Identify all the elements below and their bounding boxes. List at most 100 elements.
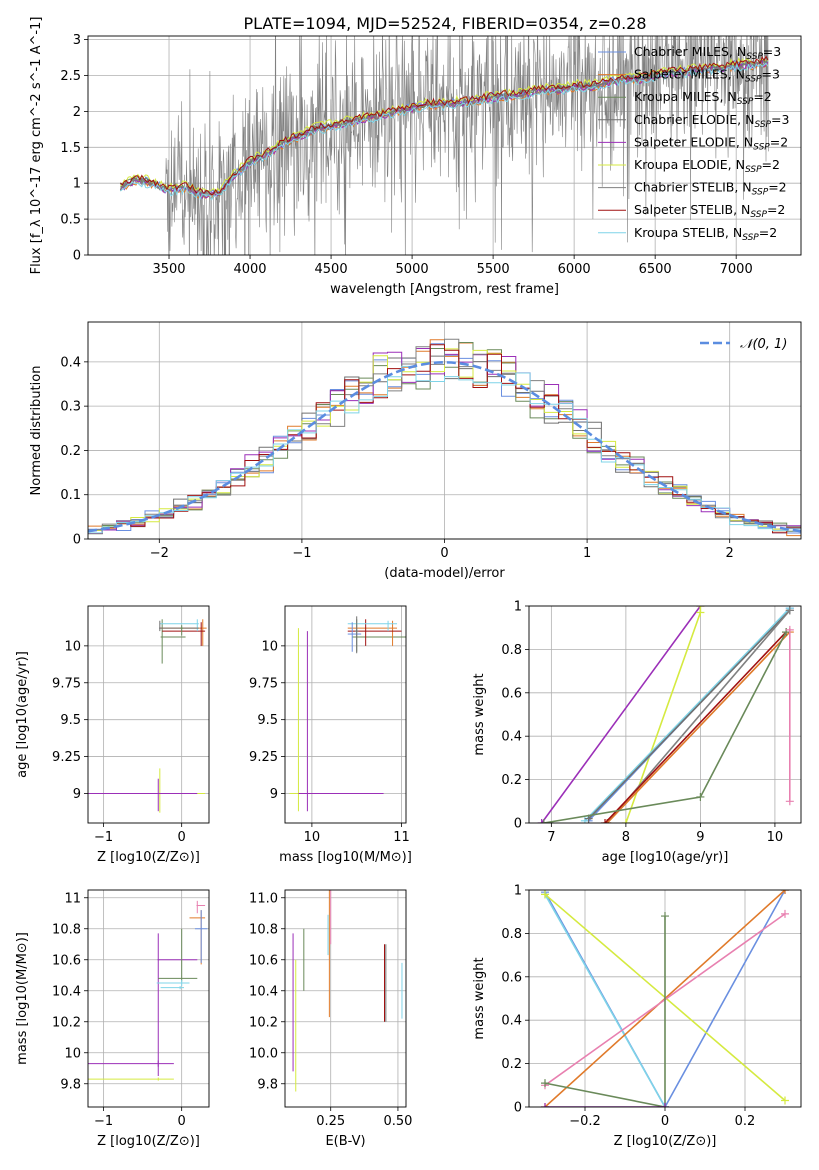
x-tick-label: 7000 <box>720 262 753 277</box>
axes-frame <box>284 605 407 824</box>
y-tick-label: 9.25 <box>52 750 81 765</box>
data-point-marker <box>537 819 546 823</box>
legend-subscript: SSP <box>750 210 767 220</box>
y-tick-label: 0.3 <box>60 400 81 415</box>
legend-subscript: SSP <box>753 142 770 152</box>
residual-histogram-panel: −2 −1 0 1 2 0 0.1 0.2 0.3 0.4 (data-model)/error No… <box>29 321 802 581</box>
y-tick-label: 1.5 <box>60 141 81 156</box>
y-tick-label: 10.2 <box>249 1015 278 1030</box>
model-spectrum-salpeter_stelib <box>120 55 769 196</box>
histogram-legend: 𝒩(0, 1) <box>700 337 787 352</box>
data-point-marker <box>661 1103 669 1107</box>
axes-frame <box>528 605 802 824</box>
legend-entry: Kroupa STELIB, NSSP=2 <box>634 225 777 243</box>
y-tick-label: 9.25 <box>249 750 278 765</box>
legend-tail: =2 <box>762 157 780 172</box>
legend-text: Kroupa STELIB, N <box>634 225 742 240</box>
x-tick-label: −2 <box>150 546 169 561</box>
chart-title: PLATE=1094, MJD=52524, FIBERID=0354, z=0… <box>243 14 646 33</box>
x-tick-label: 5500 <box>477 262 510 277</box>
y-tick-label: 0.2 <box>501 1057 522 1072</box>
legend-tail: =3 <box>763 44 781 59</box>
x-tick-label: 7 <box>547 830 555 845</box>
y-tick-label: 0.8 <box>501 927 522 942</box>
y-tick-label: 0.1 <box>60 488 81 503</box>
series-line-5 <box>544 916 666 1107</box>
legend-entry: Salpeter STELIB, NSSP=2 <box>634 202 785 220</box>
plot-area <box>119 36 769 255</box>
data-point-marker <box>696 606 705 610</box>
axes-frame <box>87 321 802 540</box>
x-tick-label: 2 <box>726 546 734 561</box>
y-tick-label: 9 <box>270 787 278 802</box>
data-point-marker <box>541 1079 549 1088</box>
x-axis-label: wavelength [Angstrom, rest frame] <box>330 282 559 297</box>
x-tick-label: 8 <box>622 830 630 845</box>
x-tick-label: 3500 <box>152 262 185 277</box>
axes-frame <box>87 605 210 824</box>
x-tick-label: 0.2 <box>735 1114 756 1129</box>
y-axis-label: Flux [f_λ 10^-17 erg cm^-2 s^-1 A^-1] <box>29 17 44 275</box>
x-tick-label: 1 <box>583 546 591 561</box>
legend-subscript: SSP <box>742 233 759 243</box>
x-axis-label: Z [log10(Z/Z⊙)] <box>614 1134 717 1149</box>
x-tick-label: −0.2 <box>569 1114 601 1129</box>
y-tick-label: 10.0 <box>249 1046 278 1061</box>
axes-frame <box>284 889 407 1108</box>
y-tick-label: 0 <box>514 1101 522 1116</box>
mass-vs-ebv-panel: 0.25 0.50 9.8 10.0 10.2 10.4 10.6 10.8 11.0 E(B-V… <box>249 889 412 1149</box>
legend-subscript: SSP <box>745 165 762 175</box>
x-axis-label: mass [log10(M/M⊙)] <box>279 850 412 865</box>
y-tick-label: 9.8 <box>257 1077 278 1092</box>
y-tick-label: 0.6 <box>501 686 522 701</box>
x-tick-label: −1 <box>94 830 113 845</box>
legend-text: Chabrier STELIB, N <box>634 180 752 195</box>
legend-subscript: SSP <box>754 120 771 130</box>
y-tick-label: 10.6 <box>249 953 278 968</box>
data-point-marker <box>785 625 794 634</box>
data-point-marker <box>781 909 789 918</box>
y-tick-label: 2.5 <box>60 69 81 84</box>
y-tick-label: 10.6 <box>52 953 81 968</box>
massweight-vs-age-panel: 7 8 9 10 0 0.2 0.4 0.6 0.8 1 age [log10(age/yr)] ma… <box>472 600 802 865</box>
legend-tail: =2 <box>770 134 788 149</box>
x-axis-label: age [log10(age/yr)] <box>602 850 729 865</box>
legend-tail: =3 <box>771 112 789 127</box>
y-tick-label: 0.2 <box>60 444 81 459</box>
y-tick-label: 0.2 <box>501 773 522 788</box>
data-point-marker <box>781 1096 789 1105</box>
x-tick-label: 9 <box>696 830 704 845</box>
data-point-marker <box>539 819 548 823</box>
y-tick-label: 0.4 <box>501 730 522 745</box>
y-tick-label: 9.75 <box>52 676 81 691</box>
legend-tail: =2 <box>753 89 771 104</box>
series-line-6 <box>606 631 791 823</box>
age-vs-mass-panel: 10 11 9 9.25 9.5 9.75 10 mass [log10(M/M⊙)] <box>249 605 412 865</box>
massweight-vs-metallicity-panel: −0.2 0 0.2 0 0.2 0.4 0.6 0.8 1 Z [log10(Z/Z⊙)] mas… <box>472 884 802 1149</box>
x-tick-label: 5000 <box>396 262 429 277</box>
y-tick-label: 0 <box>73 533 81 548</box>
grid <box>88 890 209 1107</box>
grid <box>285 606 406 823</box>
data-point-marker <box>696 792 705 801</box>
x-tick-label: 4500 <box>315 262 348 277</box>
legend-text: Kroupa MILES, N <box>634 89 737 104</box>
y-tick-label: 0.6 <box>501 970 522 985</box>
legend-subscript: SSP <box>745 75 762 85</box>
series-line-1 <box>544 893 666 1107</box>
x-tick-label: −1 <box>94 1114 113 1129</box>
x-axis-label: Z [log10(Z/Z⊙)] <box>97 1134 200 1149</box>
data-point-marker <box>541 1103 549 1107</box>
x-tick-label: 0 <box>440 546 448 561</box>
legend-text: Salpeter ELODIE, N <box>634 134 753 149</box>
plot-area <box>88 338 801 537</box>
x-tick-label: 0 <box>178 1114 186 1129</box>
axes-frame <box>528 889 802 1108</box>
legend-tail: =2 <box>767 202 785 217</box>
y-tick-label: 10.4 <box>249 984 278 999</box>
x-tick-label: −1 <box>292 546 311 561</box>
x-tick-label: 10 <box>304 830 321 845</box>
series-line-3 <box>584 607 791 822</box>
y-tick-label: 1 <box>514 600 522 615</box>
axes-frame <box>87 889 210 1108</box>
